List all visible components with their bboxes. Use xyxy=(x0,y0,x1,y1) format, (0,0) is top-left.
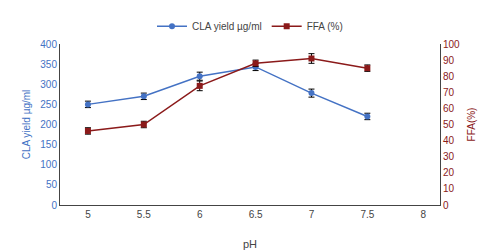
svg-text:300: 300 xyxy=(40,79,57,90)
svg-text:6.5: 6.5 xyxy=(249,209,263,220)
svg-text:40: 40 xyxy=(443,135,455,146)
svg-text:5: 5 xyxy=(85,209,91,220)
svg-text:30: 30 xyxy=(443,151,455,162)
svg-text:FFA (%): FFA (%) xyxy=(307,21,343,32)
svg-text:0: 0 xyxy=(51,200,57,211)
svg-text:200: 200 xyxy=(40,119,57,130)
svg-text:6: 6 xyxy=(197,209,203,220)
svg-text:70: 70 xyxy=(443,87,455,98)
svg-text:20: 20 xyxy=(443,167,455,178)
svg-text:0: 0 xyxy=(443,200,449,211)
svg-text:7.5: 7.5 xyxy=(360,209,374,220)
svg-text:50: 50 xyxy=(46,179,58,190)
svg-text:350: 350 xyxy=(40,59,57,70)
svg-text:150: 150 xyxy=(40,139,57,150)
svg-text:100: 100 xyxy=(443,39,460,50)
svg-text:8: 8 xyxy=(420,209,426,220)
svg-text:250: 250 xyxy=(40,99,57,110)
svg-text:50: 50 xyxy=(443,119,455,130)
svg-text:pH: pH xyxy=(243,238,257,250)
svg-text:FFA(%): FFA(%) xyxy=(466,108,477,142)
svg-text:100: 100 xyxy=(40,159,57,170)
svg-text:90: 90 xyxy=(443,55,455,66)
svg-text:CLA yield µg/ml: CLA yield µg/ml xyxy=(21,90,32,160)
svg-text:5.5: 5.5 xyxy=(137,209,151,220)
svg-text:10: 10 xyxy=(443,183,455,194)
svg-text:60: 60 xyxy=(443,103,455,114)
svg-text:400: 400 xyxy=(40,39,57,50)
svg-text:CLA yield µg/ml: CLA yield µg/ml xyxy=(192,21,262,32)
svg-text:7: 7 xyxy=(309,209,315,220)
svg-text:80: 80 xyxy=(443,71,455,82)
